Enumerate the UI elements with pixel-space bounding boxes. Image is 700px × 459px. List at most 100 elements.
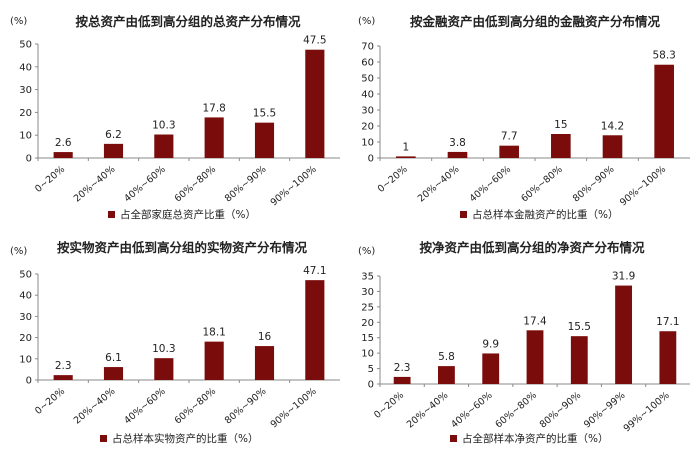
y-tick-label: 20 <box>19 108 32 119</box>
x-category-label: 90%~100% <box>269 164 319 209</box>
x-category-label: 99%~100% <box>622 390 672 435</box>
y-tick-label: 10 <box>361 138 374 149</box>
x-category-label: 80%~90% <box>571 164 617 205</box>
x-category-label: 80%~90% <box>223 386 269 427</box>
data-label: 17.4 <box>523 315 547 327</box>
x-category-label: 20%~40% <box>72 386 118 427</box>
y-tick-label: 20 <box>361 122 374 133</box>
x-category-label: 0~20% <box>33 386 67 417</box>
bar <box>659 331 677 384</box>
data-label: 17.8 <box>202 102 225 114</box>
legend-swatch <box>108 211 115 218</box>
data-label: 47.1 <box>303 265 326 277</box>
bar <box>305 49 325 159</box>
x-category-label: 60%~80% <box>173 386 219 427</box>
data-label: 10.3 <box>152 343 175 355</box>
y-tick-label: 40 <box>361 90 374 101</box>
x-category-label: 40%~60% <box>122 164 168 205</box>
legend-label: 占全部样本净资产的比重（%） <box>462 432 608 445</box>
chart-title: 按总资产由低到高分组的总资产分布情况 <box>75 14 301 29</box>
bar <box>499 145 519 158</box>
y-tick-label: 10 <box>19 131 32 142</box>
data-label: 2.3 <box>394 362 411 374</box>
x-category-label: 60%~80% <box>493 390 539 431</box>
x-category-label: 40%~60% <box>122 386 168 427</box>
x-category-label: 0~20% <box>372 390 406 421</box>
x-category-label: 90%~99% <box>582 390 628 431</box>
y-axis-unit: (%) <box>358 246 375 257</box>
data-label: 31.9 <box>612 271 635 283</box>
y-tick-label: 30 <box>361 106 374 117</box>
chart-title: 按实物资产由低到高分组的实物资产分布情况 <box>57 240 308 255</box>
bar <box>570 336 588 384</box>
y-tick-label: 15 <box>361 333 374 344</box>
data-label: 16 <box>258 331 272 343</box>
y-tick-label: 50 <box>19 270 32 281</box>
data-label: 15.5 <box>253 108 276 120</box>
data-label: 47.5 <box>303 35 326 47</box>
y-tick-label: 0 <box>368 380 374 391</box>
y-tick-label: 40 <box>19 291 32 302</box>
y-axis-unit: (%) <box>10 246 27 257</box>
bar <box>551 134 571 158</box>
legend-label: 占总样本实物资产的比重（%） <box>112 432 258 445</box>
y-axis-unit: (%) <box>358 16 375 27</box>
y-tick-label: 40 <box>19 62 32 73</box>
data-label: 15.5 <box>568 321 591 333</box>
legend-label: 占全部家庭总资产比重（%） <box>120 208 256 221</box>
x-category-label: 80%~90% <box>538 390 584 431</box>
y-tick-label: 20 <box>361 318 374 329</box>
bar <box>305 280 325 380</box>
x-category-label: 90%~100% <box>618 164 668 209</box>
bar <box>615 285 632 384</box>
y-axis-unit: (%) <box>10 16 27 27</box>
data-label: 1 <box>402 141 409 153</box>
bar <box>602 135 623 158</box>
data-label: 17.1 <box>656 316 679 328</box>
chart-panel-2: 按金融资产由低到高分组的金融资产分布情况 (%) 0 10 20 30 40 50 60 70 1 0… <box>358 14 690 221</box>
x-category-label: 80%~90% <box>223 164 269 205</box>
bar <box>103 367 124 380</box>
y-tick-label: 30 <box>19 312 32 323</box>
data-label: 7.7 <box>501 131 518 143</box>
data-label: 58.3 <box>652 50 675 62</box>
legend-swatch <box>100 435 107 442</box>
y-tick-label: 5 <box>368 364 374 375</box>
chart-panel-3: 按实物资产由低到高分组的实物资产分布情况 (%) 0 10 20 30 40 50 2.3 0~2… <box>10 240 340 445</box>
bar <box>154 358 174 380</box>
y-tick-label: 25 <box>361 302 374 313</box>
legend-swatch <box>460 211 467 218</box>
data-label: 6.1 <box>105 352 122 364</box>
y-tick-label: 50 <box>361 74 374 85</box>
bar <box>438 366 455 384</box>
legend-label: 占总样本金融资产的比重（%） <box>472 208 618 221</box>
y-tick-label: 50 <box>19 40 32 51</box>
bar <box>393 376 411 384</box>
data-label: 2.6 <box>55 137 72 149</box>
x-category-label: 20%~40% <box>72 164 118 205</box>
legend-swatch <box>450 435 457 442</box>
y-tick-label: 60 <box>361 58 374 69</box>
y-tick-label: 10 <box>361 349 374 360</box>
chart-panel-1: 按总资产由低到高分组的总资产分布情况 (%) 0 10 20 30 40 50 2.6 0~20%… <box>10 14 340 221</box>
data-label: 18.1 <box>202 327 225 339</box>
x-category-label: 60%~80% <box>173 164 219 205</box>
data-label: 9.9 <box>482 338 499 350</box>
y-tick-label: 70 <box>361 42 374 53</box>
x-category-label: 0~20% <box>33 164 67 195</box>
data-label: 3.8 <box>449 137 466 149</box>
data-label: 2.3 <box>55 360 72 372</box>
y-tick-label: 35 <box>361 272 374 283</box>
y-tick-label: 0 <box>368 154 374 165</box>
bar <box>447 151 468 158</box>
x-category-label: 0~20% <box>376 164 410 195</box>
bar <box>204 117 224 158</box>
chart-panel-4: 按净资产由低到高分组的净资产分布情况 (%) 0 5 10 15 20 25 30 35 2.3 0~… <box>358 240 690 445</box>
bar <box>53 152 73 158</box>
data-label: 6.2 <box>105 129 122 141</box>
x-category-label: 20%~40% <box>416 164 462 205</box>
bar <box>53 375 73 380</box>
y-tick-label: 30 <box>19 85 32 96</box>
bar <box>654 64 674 158</box>
